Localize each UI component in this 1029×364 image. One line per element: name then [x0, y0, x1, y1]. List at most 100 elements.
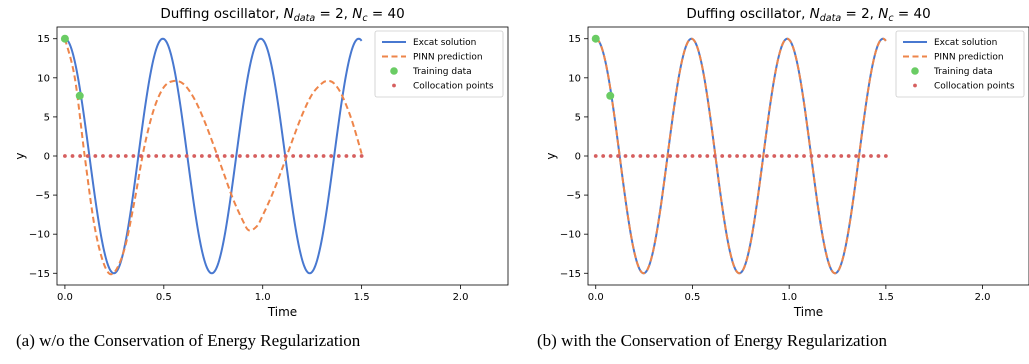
legend-handle-collocation-points	[913, 83, 917, 88]
y-tick-label: 10	[568, 73, 581, 84]
caption-b: (b) with the Conservation of Energy Regu…	[537, 331, 887, 350]
collocation-point	[757, 154, 762, 158]
collocation-point	[869, 154, 873, 158]
collocation-point	[139, 154, 143, 158]
legend-handle-training-data	[911, 67, 919, 75]
collocation-point	[779, 154, 784, 158]
y-tick-label: 0	[575, 152, 581, 163]
collocation-point	[787, 154, 792, 158]
collocation-point	[601, 154, 606, 158]
collocation-point	[697, 154, 702, 158]
collocation-point	[802, 154, 806, 158]
y-tick-label: −15	[560, 269, 581, 280]
collocation-point	[742, 154, 747, 158]
collocation-point	[63, 154, 67, 158]
collocation-point	[854, 154, 859, 158]
collocation-point	[192, 154, 197, 158]
x-tick-label: 1.5	[354, 292, 370, 303]
legend-label: Excat solution	[413, 38, 476, 48]
collocation-point	[78, 154, 83, 158]
collocation-point	[593, 154, 598, 158]
collocation-point	[169, 154, 174, 158]
training-data-point	[60, 34, 69, 43]
collocation-point	[631, 154, 635, 158]
charts-canvas: Duffing oscillator, Ndata = 2, Nc = 40 Ti…	[13, 6, 1029, 319]
collocation-point	[727, 154, 732, 158]
collocation-point	[336, 154, 341, 158]
collocation-point	[735, 154, 739, 158]
plot-area	[60, 34, 364, 276]
collocation-point	[623, 154, 628, 158]
collocation-point	[146, 154, 151, 158]
chart-panel-a: Duffing oscillator, Ndata = 2, Nc = 40 Ti…	[13, 6, 509, 319]
collocation-point	[329, 154, 334, 158]
collocation-point	[608, 154, 613, 158]
collocation-point	[660, 154, 665, 158]
collocation-point	[116, 154, 121, 158]
plot-area	[591, 34, 888, 275]
x-tick-label: 1.0	[781, 292, 797, 303]
caption-a: (a) w/o the Conservation of Energy Regul…	[16, 331, 361, 350]
y-tick-label: 15	[568, 34, 581, 45]
collocation-point	[85, 154, 90, 158]
x-axis-label: Time	[793, 305, 823, 319]
collocation-point	[298, 154, 303, 158]
collocation-point	[93, 154, 98, 158]
collocation-point	[876, 154, 881, 158]
collocation-point	[352, 154, 356, 158]
collocation-point	[794, 154, 799, 158]
training-data-point	[591, 34, 600, 43]
collocation-point	[123, 154, 128, 158]
collocation-point	[861, 154, 866, 158]
collocation-point	[70, 154, 75, 158]
chart-title: Duffing oscillator, Ndata = 2, Nc = 40	[160, 6, 404, 24]
series-pinn-prediction-line	[595, 37, 887, 275]
legend-box	[374, 30, 504, 98]
collocation-point	[668, 154, 673, 158]
collocation-point	[237, 154, 242, 158]
collocation-point	[846, 154, 851, 158]
x-tick-label: 2.0	[453, 292, 469, 303]
collocation-point	[131, 154, 136, 158]
x-tick-label: 0.5	[156, 292, 172, 303]
y-tick-label: 0	[44, 152, 50, 163]
collocation-point	[253, 154, 258, 158]
legend-handle-collocation-points	[392, 83, 396, 88]
collocation-point	[222, 154, 227, 158]
collocation-point	[675, 154, 680, 158]
collocation-point	[344, 154, 349, 158]
collocation-point	[883, 154, 888, 158]
collocation-point	[321, 154, 326, 158]
collocation-point	[207, 154, 212, 158]
legend-label: Excat solution	[934, 38, 997, 48]
collocation-point	[705, 154, 710, 158]
collocation-point	[314, 154, 318, 158]
collocation-point	[824, 154, 829, 158]
collocation-point	[283, 154, 288, 158]
x-axis-label: Time	[267, 305, 297, 319]
collocation-point	[101, 154, 105, 158]
y-tick-label: 5	[575, 112, 581, 123]
legend-label: PINN prediction	[413, 53, 483, 63]
collocation-point	[230, 154, 235, 158]
y-tick-label: −10	[560, 230, 581, 241]
y-tick-label: 10	[37, 73, 50, 84]
collocation-point	[683, 154, 687, 158]
collocation-point	[359, 154, 364, 158]
collocation-point	[653, 154, 658, 158]
collocation-point	[638, 154, 643, 158]
collocation-point	[750, 154, 754, 158]
collocation-point	[276, 154, 280, 158]
y-axis-label: y	[13, 152, 27, 159]
legend-label: Collocation points	[934, 82, 1015, 92]
x-tick-label: 0.0	[588, 292, 604, 303]
collocation-point	[260, 154, 265, 158]
training-data-point	[606, 91, 615, 100]
collocation-point	[108, 154, 113, 158]
collocation-point	[831, 154, 836, 158]
collocation-point	[764, 154, 769, 158]
y-tick-label: 15	[37, 34, 50, 45]
collocation-point	[154, 154, 159, 158]
collocation-point	[817, 154, 821, 158]
